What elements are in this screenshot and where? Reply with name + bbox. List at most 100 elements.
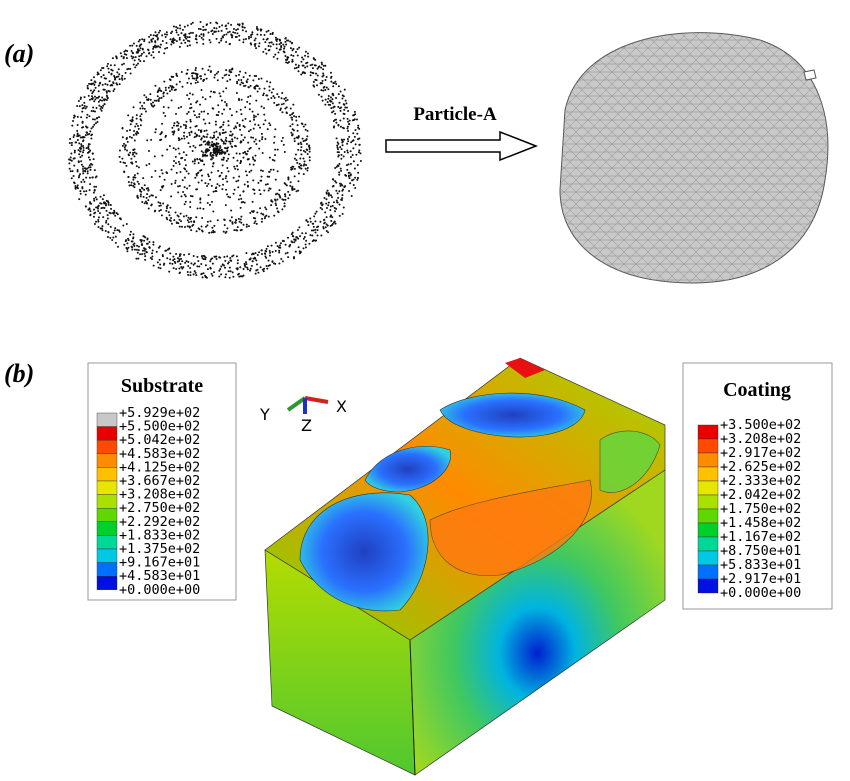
point [218, 41, 221, 44]
point [100, 109, 103, 112]
point [187, 111, 190, 114]
point [251, 31, 254, 34]
point [290, 116, 293, 119]
point [302, 140, 305, 143]
point [162, 202, 165, 205]
point [183, 137, 186, 140]
point [200, 130, 203, 133]
point [341, 197, 344, 200]
point [217, 148, 220, 151]
point [211, 141, 214, 144]
point [223, 152, 226, 155]
point [101, 96, 104, 99]
point [244, 37, 247, 40]
point [141, 47, 144, 50]
point [221, 164, 224, 167]
point [270, 91, 273, 94]
point [306, 135, 309, 138]
point [225, 87, 228, 90]
point [74, 185, 77, 188]
point [107, 223, 110, 226]
point [242, 156, 245, 159]
point [196, 207, 199, 210]
point [91, 92, 94, 95]
point [256, 90, 259, 93]
point [131, 51, 134, 54]
point [79, 147, 82, 150]
point [180, 42, 183, 45]
point [233, 165, 236, 168]
point [275, 47, 278, 50]
point [316, 74, 319, 77]
point [251, 110, 254, 113]
point [252, 127, 255, 130]
point [260, 77, 263, 80]
point [209, 260, 212, 263]
point [304, 232, 307, 235]
point [215, 257, 218, 260]
point [178, 267, 181, 270]
point [298, 226, 301, 229]
point [295, 190, 298, 193]
point [298, 46, 301, 49]
point [359, 159, 362, 162]
point [352, 160, 355, 163]
point [224, 259, 227, 262]
point [81, 104, 84, 107]
point [157, 201, 160, 204]
point [312, 72, 315, 75]
point [327, 97, 330, 100]
point [301, 71, 304, 74]
point [297, 148, 300, 151]
point [253, 192, 256, 195]
point [228, 266, 231, 269]
point [269, 33, 272, 36]
point [72, 119, 75, 122]
point [266, 128, 269, 131]
point [237, 273, 240, 276]
point [73, 134, 76, 137]
point [284, 40, 287, 43]
point [194, 125, 197, 128]
point [304, 246, 307, 249]
point [187, 273, 190, 276]
point [347, 120, 350, 123]
point [288, 194, 291, 197]
point [274, 241, 277, 244]
point [352, 178, 355, 181]
point [304, 50, 307, 53]
point [170, 195, 173, 198]
point [314, 220, 317, 223]
point [81, 110, 84, 113]
point [151, 249, 154, 252]
point [320, 66, 323, 69]
point [240, 113, 243, 116]
point [101, 83, 104, 86]
point [224, 131, 227, 134]
point [338, 101, 341, 104]
point [347, 171, 350, 174]
point [133, 174, 136, 177]
point [290, 240, 293, 243]
point [202, 34, 205, 37]
point [72, 157, 75, 160]
point [247, 95, 250, 98]
point [274, 128, 277, 131]
point [336, 144, 339, 147]
point [194, 146, 197, 149]
point [213, 31, 216, 34]
point [134, 56, 137, 59]
point [69, 156, 72, 159]
point [106, 65, 109, 68]
point [188, 36, 191, 39]
point [264, 137, 267, 140]
point [81, 121, 84, 124]
legend-label: +2.750e+02 [119, 500, 200, 516]
point [237, 217, 240, 220]
point [312, 239, 315, 242]
model-box [264, 357, 666, 776]
point [279, 242, 282, 245]
point [111, 84, 114, 87]
point [92, 76, 95, 79]
point [353, 110, 356, 113]
